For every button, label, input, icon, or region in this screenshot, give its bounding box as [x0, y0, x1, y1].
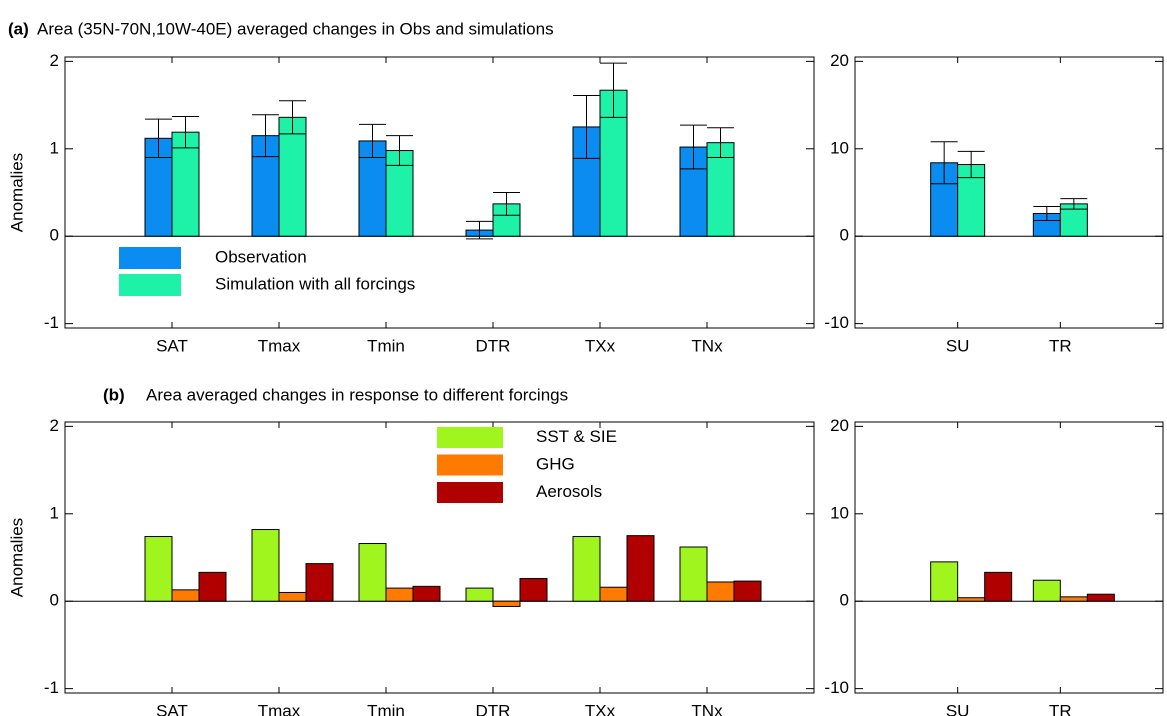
bar — [492, 600, 521, 607]
error-bar — [707, 127, 734, 159]
bar — [278, 591, 307, 602]
x-tick-label: TNx — [691, 701, 723, 716]
x-tick-label: TNx — [691, 336, 723, 355]
bar — [198, 571, 227, 602]
bar — [412, 585, 441, 602]
plot-frame — [854, 421, 1164, 694]
error-bar — [1060, 198, 1088, 210]
y-tick-label: -10 — [824, 313, 849, 332]
legend-swatch — [437, 482, 503, 503]
legend-label: SST & SIE — [536, 427, 617, 446]
y-tick-label: 2 — [50, 416, 59, 435]
bar — [251, 529, 280, 602]
panel-label: (a) — [8, 19, 29, 38]
legend-swatch — [119, 247, 181, 269]
x-tick-label: TR — [1049, 701, 1072, 716]
y-tick-label: 0 — [50, 226, 59, 245]
error-bar — [466, 220, 493, 240]
x-tick-label: TR — [1049, 336, 1072, 355]
bar — [385, 587, 414, 602]
x-tick-label: DTR — [476, 701, 511, 716]
x-tick-label: SAT — [156, 336, 188, 355]
bar — [1059, 596, 1088, 602]
legend-label: Simulation with all forcings — [215, 274, 415, 293]
legend-label: Observation — [215, 247, 307, 266]
bar — [679, 546, 708, 602]
bar — [733, 580, 762, 602]
plot-frame — [854, 56, 1164, 329]
panel-label: (b) — [103, 385, 125, 404]
bar — [930, 561, 959, 602]
bar — [626, 535, 655, 602]
bar — [465, 587, 494, 602]
error-bar — [493, 192, 520, 216]
error-bar — [252, 114, 279, 158]
bar — [305, 563, 334, 602]
error-bar — [1033, 205, 1061, 221]
error-bar — [386, 135, 413, 166]
y-tick-label: 0 — [50, 591, 59, 610]
legend-swatch — [437, 454, 503, 476]
chart-title: Area averaged changes in response to dif… — [146, 385, 568, 404]
bar — [1032, 579, 1061, 602]
x-tick-label: SAT — [156, 701, 188, 716]
error-bar — [172, 115, 199, 149]
bar — [278, 116, 307, 237]
y-tick-label: -10 — [824, 678, 849, 697]
bar — [358, 543, 387, 602]
error-bar — [359, 123, 386, 159]
bar — [957, 597, 986, 602]
error-bar — [930, 141, 958, 185]
error-bar — [145, 118, 172, 159]
y-tick-label: 2 — [50, 51, 59, 70]
y-tick-label: 0 — [840, 591, 849, 610]
x-tick-label: Tmax — [258, 701, 301, 716]
bar — [519, 577, 548, 602]
bar — [706, 142, 735, 237]
y-axis-label: Anomalies — [7, 518, 26, 597]
bar — [171, 589, 200, 602]
bar — [171, 131, 200, 237]
x-tick-label: SU — [946, 701, 970, 716]
y-tick-label: 0 — [840, 226, 849, 245]
bar — [1086, 593, 1115, 602]
y-tick-label: -1 — [44, 313, 59, 332]
bar — [599, 586, 628, 602]
bar — [144, 536, 173, 602]
x-tick-label: SU — [946, 336, 970, 355]
legend-swatch — [437, 427, 503, 448]
error-bar — [279, 100, 306, 135]
legend-label: Aerosols — [536, 482, 602, 501]
y-tick-label: 1 — [50, 503, 59, 522]
y-tick-label: 20 — [830, 416, 849, 435]
plot-frame — [64, 421, 815, 694]
y-tick-label: 10 — [830, 138, 849, 157]
legend-label: GHG — [536, 454, 575, 473]
x-tick-label: Tmax — [258, 336, 301, 355]
error-bar — [573, 94, 600, 159]
error-bar — [957, 150, 985, 179]
y-tick-label: -1 — [44, 678, 59, 697]
chart-title: Area (35N-70N,10W-40E) averaged changes … — [37, 19, 554, 38]
bar — [706, 581, 735, 602]
x-tick-label: TXx — [585, 701, 616, 716]
bar — [572, 536, 601, 602]
x-tick-label: DTR — [476, 336, 511, 355]
bar — [984, 571, 1013, 602]
y-tick-label: 20 — [830, 51, 849, 70]
x-tick-label: Tmin — [367, 701, 405, 716]
y-tick-label: 10 — [830, 503, 849, 522]
x-tick-label: TXx — [585, 336, 616, 355]
plot-frame — [64, 56, 815, 329]
error-bar — [680, 124, 707, 170]
x-tick-label: Tmin — [367, 336, 405, 355]
y-tick-label: 1 — [50, 138, 59, 157]
legend-swatch — [119, 274, 181, 296]
error-bar — [600, 62, 627, 118]
y-axis-label: Anomalies — [7, 153, 26, 232]
